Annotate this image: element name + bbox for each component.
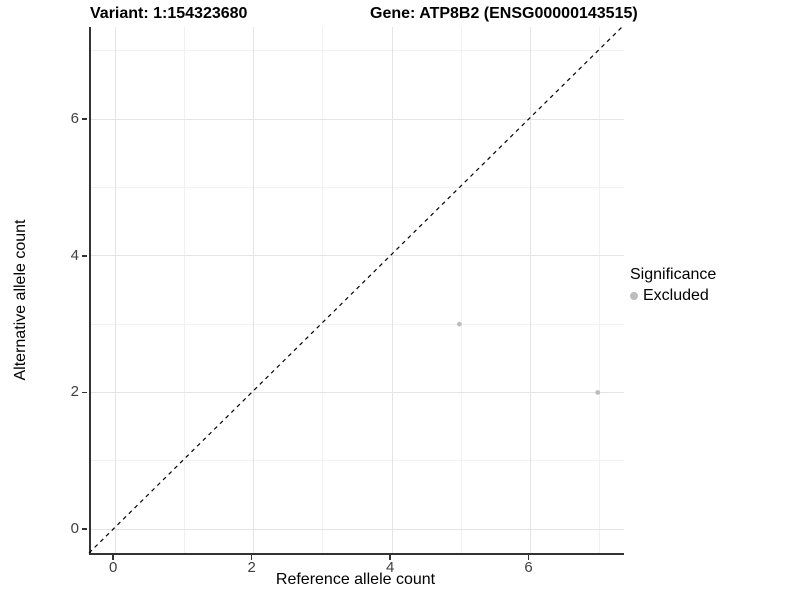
x-axis-tick (112, 555, 114, 560)
x-axis-tick (250, 555, 253, 560)
legend-point-icon (630, 292, 638, 300)
legend-title: Significance (630, 266, 717, 283)
y-axis-title: Alternative allele count (12, 219, 29, 381)
vertical-gridline (322, 27, 324, 553)
horizontal-gridline (91, 528, 624, 530)
vertical-gridline (183, 27, 185, 553)
x-tick-label: 2 (247, 559, 256, 576)
horizontal-gridline (91, 50, 624, 52)
legend-item-excluded: Excluded (630, 287, 716, 305)
vertical-gridline (599, 27, 601, 553)
y-axis-tick (82, 255, 87, 257)
legend: Significance Excluded (630, 266, 716, 305)
horizontal-gridline (91, 391, 624, 393)
y-tick-label: 4 (70, 246, 79, 264)
horizontal-gridline (91, 460, 624, 462)
horizontal-gridline (91, 255, 624, 257)
horizontal-gridline (91, 187, 624, 189)
x-axis-title: Reference allele count (275, 571, 436, 588)
x-tick-label: 0 (109, 559, 118, 576)
vertical-gridline (253, 27, 255, 553)
x-axis-tick (389, 555, 391, 560)
plot-title-variant: Variant: 1:154323680 (90, 5, 248, 22)
y-tick-label: 0 (70, 520, 79, 538)
vertical-gridline (114, 27, 116, 553)
horizontal-gridline (91, 323, 624, 325)
vertical-gridline (530, 27, 532, 553)
legend-item-label: Excluded (643, 287, 709, 304)
x-axis-tick (527, 555, 530, 560)
x-tick-label: 6 (524, 559, 533, 576)
horizontal-gridline (91, 118, 624, 120)
x-tick-label: 4 (385, 559, 395, 576)
vertical-gridline (460, 27, 462, 553)
plot-panel (89, 27, 624, 555)
y-axis-tick (82, 118, 87, 120)
y-tick-label: 2 (70, 383, 79, 401)
plot-title-gene: Gene: ATP8B2 (ENSG00000143515) (370, 5, 638, 22)
y-axis-tick (82, 391, 87, 394)
y-tick-label: 6 (70, 110, 79, 128)
vertical-gridline (391, 27, 393, 553)
y-axis-tick (82, 528, 87, 530)
